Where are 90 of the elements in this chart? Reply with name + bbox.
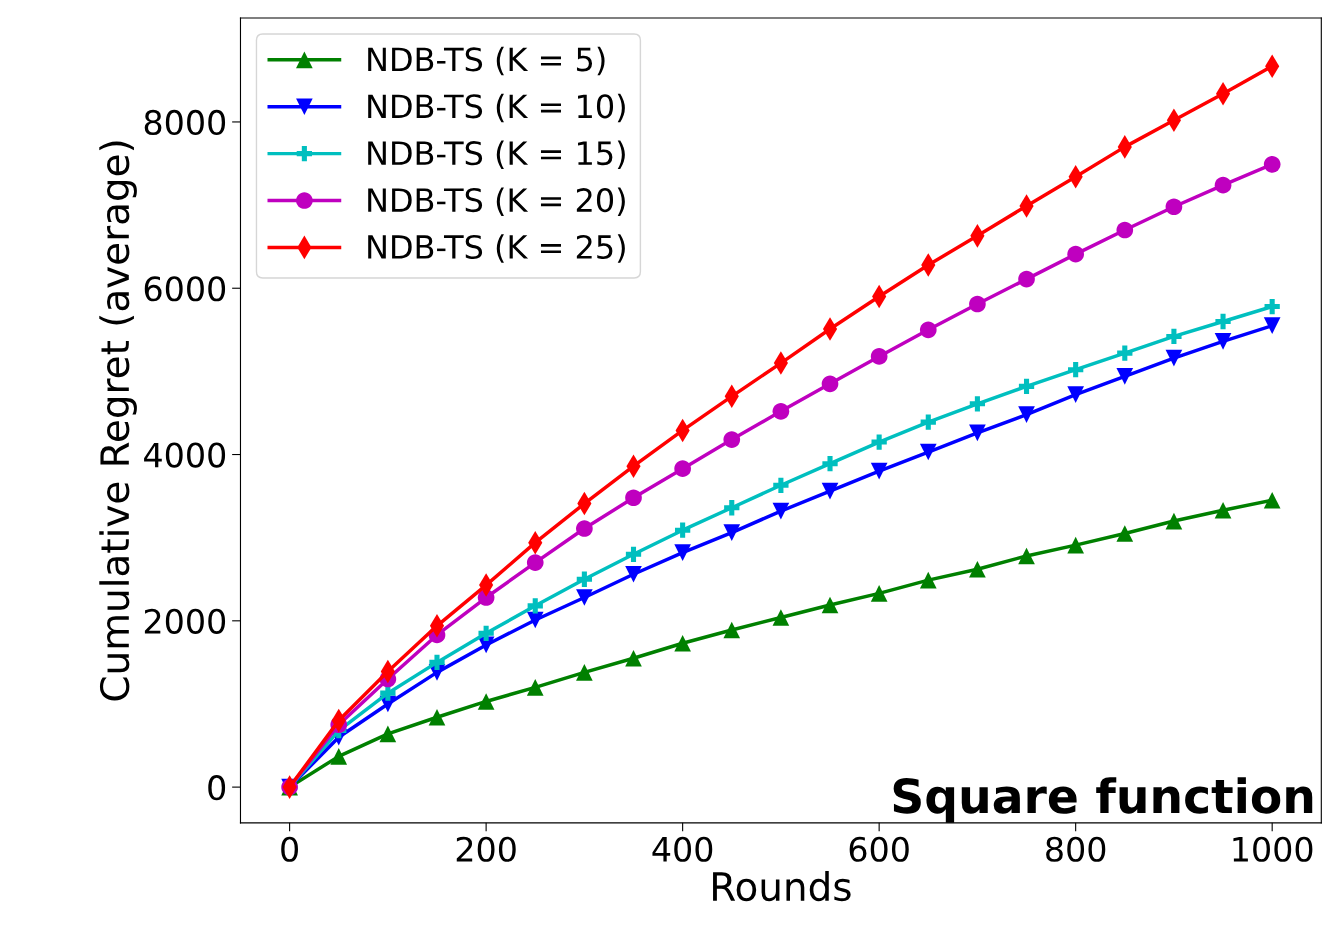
point	[821, 375, 839, 393]
point	[526, 679, 544, 696]
x-tick-label: 400	[652, 836, 713, 862]
point	[625, 546, 642, 562]
point	[576, 520, 593, 537]
x-tick-label: 600	[849, 836, 909, 862]
legend-label: NDB-TS (K = 10)	[368, 93, 625, 123]
point	[1165, 198, 1183, 216]
x-tick-label: 0	[281, 836, 298, 862]
point	[1068, 362, 1084, 378]
point	[1116, 221, 1134, 239]
point	[772, 502, 790, 520]
point	[1264, 298, 1280, 315]
legend-label: NDB-TS (K = 5)	[368, 46, 605, 76]
point	[723, 621, 741, 639]
point	[675, 522, 691, 538]
legend-label: NDB-TS (K = 25)	[368, 234, 625, 263]
point	[969, 560, 986, 578]
x-tick-label: 800	[1046, 836, 1106, 862]
point	[1165, 349, 1183, 367]
point	[526, 611, 544, 629]
point	[379, 725, 397, 743]
point	[526, 554, 544, 571]
point	[871, 434, 887, 450]
legend-label: NDB-TS (K = 20)	[368, 187, 625, 216]
point	[723, 524, 741, 542]
point	[1263, 156, 1281, 173]
point	[724, 500, 740, 516]
legend-label: NDB-TS (K = 15)	[368, 140, 625, 170]
point	[1018, 270, 1035, 288]
point	[822, 456, 838, 472]
point	[1067, 536, 1084, 554]
y-tick-label: 4000	[144, 442, 226, 468]
point	[380, 685, 396, 701]
point	[330, 748, 348, 765]
point	[674, 544, 691, 561]
point	[1116, 368, 1134, 385]
point	[821, 482, 839, 500]
point	[527, 598, 543, 614]
point	[919, 443, 937, 461]
y-tick-label: 2000	[144, 608, 226, 634]
point	[969, 424, 986, 442]
point	[1166, 328, 1182, 345]
point	[919, 321, 937, 339]
y-tick-label: 6000	[144, 276, 226, 302]
x-axis-title: Rounds	[713, 871, 851, 902]
point	[969, 396, 986, 412]
point	[1263, 317, 1281, 334]
point	[772, 402, 790, 420]
point	[576, 589, 593, 606]
point	[625, 489, 642, 507]
point	[478, 625, 494, 641]
annotation: Square function	[893, 777, 1313, 823]
point	[1018, 406, 1035, 423]
point	[723, 431, 741, 448]
point	[576, 664, 593, 681]
point	[1214, 176, 1232, 194]
y-tick-label: 0	[208, 775, 226, 801]
point	[1214, 501, 1232, 519]
point	[477, 693, 495, 710]
point	[429, 654, 445, 671]
point	[969, 295, 986, 313]
point	[920, 414, 936, 430]
point	[1067, 245, 1084, 263]
point	[773, 477, 789, 493]
point	[674, 460, 691, 477]
point	[1214, 333, 1232, 350]
point	[1263, 491, 1281, 509]
y-tick-label: 8000	[144, 109, 226, 136]
point	[674, 634, 691, 652]
point	[576, 571, 593, 587]
point	[919, 571, 937, 589]
x-tick-label: 1000	[1233, 836, 1313, 862]
point	[428, 708, 446, 726]
point	[821, 596, 839, 614]
point	[870, 585, 888, 602]
point	[870, 462, 888, 480]
point	[625, 565, 642, 583]
point	[772, 609, 790, 626]
point	[1215, 313, 1231, 330]
point	[1067, 386, 1084, 403]
point	[625, 649, 642, 667]
x-tick-label: 200	[456, 836, 516, 862]
point	[1117, 345, 1133, 361]
point	[870, 348, 888, 365]
y-axis-title: Cumulative Regret (average)	[99, 141, 137, 701]
point	[1018, 547, 1035, 565]
point	[1116, 525, 1134, 542]
point	[1018, 378, 1035, 394]
point	[1165, 512, 1183, 530]
